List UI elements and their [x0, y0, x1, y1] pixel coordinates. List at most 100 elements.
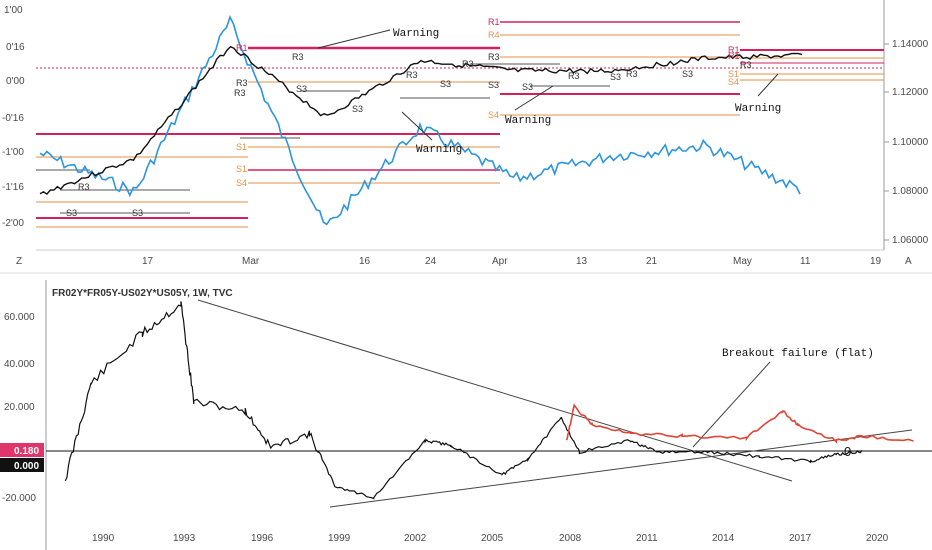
level-label: S1 — [236, 142, 247, 152]
corner-label[interactable]: A — [905, 256, 912, 267]
level-label: S3 — [610, 72, 621, 82]
x-tick-label: 2020 — [866, 533, 889, 544]
annotation-pointer — [401, 111, 433, 141]
left-tick-label: 0'00 — [6, 76, 25, 87]
level-label: S1 — [236, 164, 247, 174]
top-x-axis: Z 17 Mar 16 24 Apr 13 21 May 11 19 A — [16, 256, 912, 267]
right-tick-label: 1.10000 — [892, 137, 929, 148]
level-label: R3 — [740, 60, 752, 70]
black-series-line — [39, 45, 803, 196]
left-tick-label: -1'16 — [2, 182, 24, 193]
x-tick-label: Mar — [242, 256, 260, 267]
level-label: R1 — [488, 17, 500, 27]
level-label: S4 — [488, 110, 499, 120]
level-label: S3 — [66, 208, 77, 218]
x-tick-label: 2002 — [404, 533, 427, 544]
level-label: S3 — [682, 69, 693, 79]
main-spread-line — [64, 301, 863, 500]
left-tick-label: -20.000 — [2, 493, 36, 504]
left-tick-label: 0'16 — [6, 42, 25, 53]
bottom-left-axis: 60.000 40.000 20.000 -20.000 0.180 0.000 — [0, 312, 44, 504]
annotation-pointer — [317, 29, 391, 49]
zero-marker: 0 — [844, 444, 851, 459]
left-tick-label: -0'16 — [2, 113, 24, 124]
x-tick-label: 2011 — [636, 533, 658, 544]
left-tick-label: 40.000 — [4, 359, 35, 370]
level-label: R3 — [626, 69, 638, 79]
level-label: R3 — [488, 52, 500, 62]
x-tick-label: 1990 — [92, 533, 115, 544]
level-label: S3 — [352, 104, 363, 114]
level-label: S1 — [728, 69, 739, 79]
x-tick-label: 16 — [359, 256, 371, 267]
level-label: R4 — [488, 30, 500, 40]
lower-trendline — [329, 429, 913, 508]
level-label: S3 — [488, 80, 499, 90]
level-label: S3 — [440, 79, 451, 89]
warning-label: Warning — [735, 103, 781, 115]
level-label: S4 — [236, 178, 247, 188]
right-tick-label: 1.12000 — [892, 87, 929, 98]
bottom-x-axis: 1990 1993 1996 1999 2002 2005 2008 2011 … — [92, 533, 889, 544]
x-tick-label: 21 — [646, 256, 658, 267]
warning-label: Warning — [393, 28, 439, 40]
x-tick-label: 24 — [425, 256, 437, 267]
top-series-group — [39, 15, 803, 226]
level-label: R3 — [568, 71, 580, 81]
level-label: R3 — [234, 88, 246, 98]
level-label: R3 — [462, 59, 474, 69]
warning-label: Warning — [505, 115, 551, 127]
x-tick-label: 2005 — [481, 533, 504, 544]
badge-black — [0, 458, 44, 472]
upper-trendline — [197, 299, 793, 482]
x-tick-label: 13 — [576, 256, 588, 267]
x-tick-label: 2014 — [712, 533, 735, 544]
x-tick-label: 11 — [800, 256, 811, 267]
x-tick-label: 2017 — [789, 533, 812, 544]
badge-red — [0, 443, 44, 457]
level-label: R3 — [406, 70, 418, 80]
corner-label[interactable]: Z — [16, 256, 22, 267]
level-label: R1 — [728, 51, 740, 61]
left-tick-label: -1'00 — [2, 147, 24, 158]
top-left-axis: 1'00 0'16 0'00 -0'16 -1'00 -1'16 -2'00 — [2, 5, 25, 229]
level-label: R3 — [78, 182, 90, 192]
level-label: R1 — [236, 43, 248, 53]
x-tick-label: Apr — [492, 256, 508, 267]
left-tick-label: 60.000 — [4, 312, 35, 323]
x-tick-label: May — [733, 256, 752, 267]
left-tick-label: -2'00 — [2, 218, 24, 229]
x-tick-label: 1999 — [328, 533, 351, 544]
bottom-chart-title: FR02Y*FR05Y-US02Y*US05Y, 1W, TVC — [52, 288, 233, 299]
warning-annotations: Warning Warning Warning Warning — [317, 28, 781, 156]
annotation-pointer — [692, 361, 771, 448]
annotation-pointer — [757, 73, 779, 97]
level-label: S3 — [522, 82, 533, 92]
x-tick-label: 19 — [870, 256, 882, 267]
right-tick-label: 1.06000 — [892, 235, 929, 246]
left-tick-label: 20.000 — [4, 402, 35, 413]
level-label: S3 — [132, 208, 143, 218]
breakout-annotation: Breakout failure (flat) — [722, 348, 874, 360]
level-label: S4 — [728, 77, 739, 87]
right-tick-label: 1.08000 — [892, 186, 929, 197]
blue-series-line — [39, 15, 801, 226]
badge-black-value: 0.000 — [14, 461, 39, 472]
red-overlay-line — [565, 403, 914, 444]
level-label: S3 — [296, 84, 307, 94]
badge-red-value: 0.180 — [14, 446, 39, 457]
warning-label: Warning — [416, 144, 462, 156]
left-tick-label: 1'00 — [4, 5, 23, 16]
x-tick-label: 1996 — [251, 533, 274, 544]
top-right-axis: 1.14000 1.12000 1.10000 1.08000 1.06000 — [884, 39, 929, 246]
level-label: R1 — [728, 45, 740, 55]
x-tick-label: 1993 — [173, 533, 196, 544]
bottom-series-group — [64, 301, 914, 500]
right-tick-label: 1.14000 — [892, 39, 929, 50]
x-tick-label: 17 — [142, 256, 154, 267]
pivot-level-lines — [36, 21, 884, 228]
level-label: R3 — [236, 78, 248, 88]
annotation-pointer — [514, 85, 554, 111]
